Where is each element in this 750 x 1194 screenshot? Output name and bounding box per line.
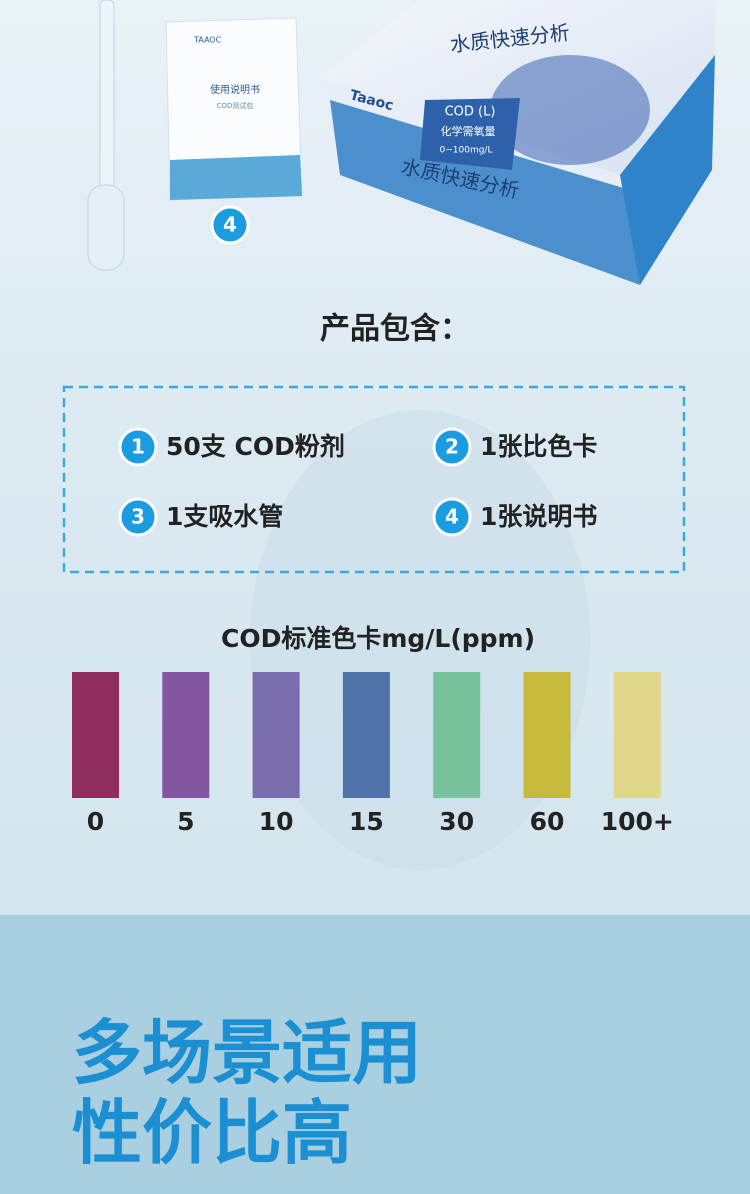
swatch-label: 30 — [439, 807, 474, 836]
item-text: 1张比色卡 — [480, 432, 597, 461]
swatch-label: 15 — [349, 807, 384, 836]
swatch — [342, 672, 390, 798]
manual-title: 使用说明书 — [210, 83, 260, 96]
contents-items: 1 50支 COD粉剂 2 1张比色卡 3 1支吸水管 4 1张说明书 — [118, 427, 597, 537]
swatch — [252, 672, 300, 798]
swatch-label: 60 — [530, 807, 565, 836]
manual: TAAOC 使用说明书 COD测试包 4 — [165, 17, 303, 245]
badge-number: 1 — [131, 435, 145, 459]
manual-brand: TAAOC — [193, 36, 222, 45]
swatch-label: 100+ — [601, 807, 674, 836]
box-label-title: COD (L) — [445, 105, 496, 120]
manual-subtitle: COD测试包 — [217, 101, 254, 110]
badge — [118, 497, 158, 537]
swatch — [523, 672, 571, 798]
swatch-label: 5 — [177, 807, 194, 836]
swatch-label: 0 — [87, 807, 104, 836]
badge — [118, 427, 158, 467]
badge-number: 4 — [445, 505, 459, 529]
swatch — [162, 672, 210, 798]
contents-frame — [62, 385, 686, 574]
item-text: 50支 COD粉剂 — [166, 432, 345, 461]
badge — [432, 497, 472, 537]
contents-title: 产品包含： — [320, 312, 470, 347]
slogan-line: 性价比高 — [72, 1092, 352, 1174]
swatch — [433, 672, 481, 798]
pipette — [87, 0, 125, 271]
swatch-label: 10 — [259, 807, 294, 836]
badge-number: 3 — [131, 505, 145, 529]
flask-shadow — [250, 410, 590, 870]
item-text: 1张说明书 — [480, 502, 597, 531]
badge-number: 4 — [223, 213, 237, 237]
swatches: 0 5 10 15 30 60 100+ — [72, 672, 674, 836]
box-label-sub: 化学需氧量 — [441, 124, 496, 138]
slogan-line: 多场景适用 — [72, 1012, 422, 1094]
swatch — [613, 672, 661, 798]
color-card-title: COD标准色卡mg/L(ppm) — [221, 624, 535, 653]
bottom-band — [0, 915, 750, 1194]
item-text: 1支吸水管 — [166, 502, 283, 531]
product-box: Taaoc 水质快速分析 COD (L) 化学需氧量 0~100mg/L 水质快… — [320, 0, 715, 285]
badge — [210, 205, 250, 245]
box-label-range: 0~100mg/L — [440, 146, 493, 156]
badge-number: 2 — [445, 435, 459, 459]
badge — [432, 427, 472, 467]
swatch — [72, 672, 119, 798]
